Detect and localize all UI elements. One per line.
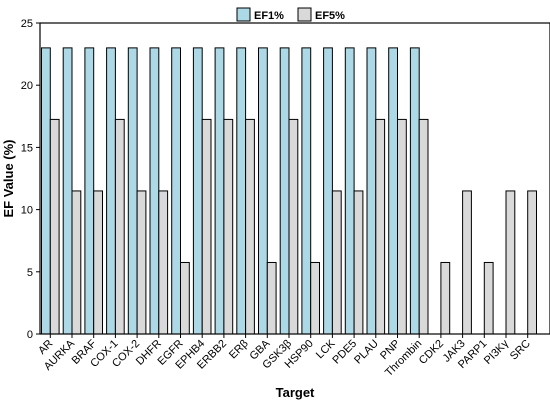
legend: EF1% EF5% <box>236 7 345 22</box>
legend-swatch-ef5 <box>297 7 312 22</box>
bar-ef1-COX-1 <box>106 47 116 335</box>
bar-ef1-GSK3β <box>279 47 290 335</box>
bar-ef1-COX-2 <box>127 47 138 335</box>
x-tick-label: PLAU <box>352 338 381 367</box>
bar-ef5-AR <box>49 118 60 335</box>
bar-ef5-EPHB4 <box>201 118 212 335</box>
plot-frame <box>39 22 550 335</box>
bar-ef5-GSK3β <box>288 118 299 335</box>
bar-ef5-JAK3 <box>462 190 472 335</box>
bar-ef5-Thrombin <box>418 118 429 335</box>
bar-ef5-COX-1 <box>114 118 125 335</box>
bar-ef1-DHFR <box>149 47 160 335</box>
bar-ef1-AURKA <box>62 47 73 335</box>
bar-ef5-BRAF <box>93 190 103 335</box>
bar-ef1-ERβ <box>236 47 247 335</box>
bar-ef5-PLAU <box>375 118 386 335</box>
x-tick-label: PI3Kγ <box>482 337 512 367</box>
bar-ef1-Thrombin <box>409 47 420 335</box>
x-tick-label: ERβ <box>227 338 251 362</box>
bar-ef5-GBA <box>266 261 277 335</box>
bar-ef1-EPHB4 <box>192 47 203 335</box>
y-tick-label: 20 <box>21 80 33 92</box>
bar-ef5-CDK2 <box>440 261 451 335</box>
bars-group <box>41 47 538 335</box>
bar-ef1-PDE5 <box>344 47 355 335</box>
bar-ef5-ERBB2 <box>223 118 234 335</box>
bar-ef5-EGFR <box>180 261 190 335</box>
bar-ef1-GBA <box>258 47 268 335</box>
x-tick-label: CDK2 <box>417 338 446 367</box>
bar-ef1-LCK <box>323 47 333 335</box>
y-tick-label: 5 <box>27 267 33 279</box>
bar-ef1-PNP <box>388 47 399 335</box>
bar-ef5-AURKA <box>71 190 82 335</box>
y-tick-label: 0 <box>27 329 33 341</box>
legend-label-ef5: EF5% <box>315 10 345 22</box>
y-axis-title: EF Value (%) <box>1 139 16 217</box>
y-tick-label: 25 <box>21 18 33 30</box>
legend-label-ef1: EF1% <box>254 10 284 22</box>
bar-ef1-EGFR <box>171 47 181 335</box>
legend-swatch-ef1 <box>236 7 251 22</box>
bar-ef5-PNP <box>397 118 407 335</box>
bar-ef5-DHFR <box>158 190 169 335</box>
y-tick-label: 15 <box>21 142 33 154</box>
bar-ef5-PARP1 <box>483 261 494 335</box>
bar-ef5-ERβ <box>245 118 255 335</box>
bar-ef1-AR <box>41 47 51 335</box>
bar-ef1-HSP90 <box>301 47 312 335</box>
y-tick-label: 10 <box>21 205 33 217</box>
x-axis-ticks: ARAURKABRAFCOX-1COX-2DHFREGFREPHB4ERBB2E… <box>36 334 533 379</box>
bar-ef5-SRC <box>527 190 538 335</box>
bar-ef5-HSP90 <box>310 261 321 335</box>
bar-ef5-PI3Kγ <box>505 190 516 335</box>
bar-ef1-ERBB2 <box>214 47 225 335</box>
bar-ef1-BRAF <box>84 47 95 335</box>
bar-ef5-LCK <box>331 190 342 335</box>
bar-ef5-PDE5 <box>353 190 364 335</box>
bar-ef1-PLAU <box>366 47 377 335</box>
x-axis-title: Target <box>276 385 315 400</box>
x-tick-label: SRC <box>508 338 533 363</box>
y-axis-ticks: 0 5 10 15 20 25 <box>21 18 40 341</box>
bar-ef5-COX-2 <box>136 190 147 335</box>
